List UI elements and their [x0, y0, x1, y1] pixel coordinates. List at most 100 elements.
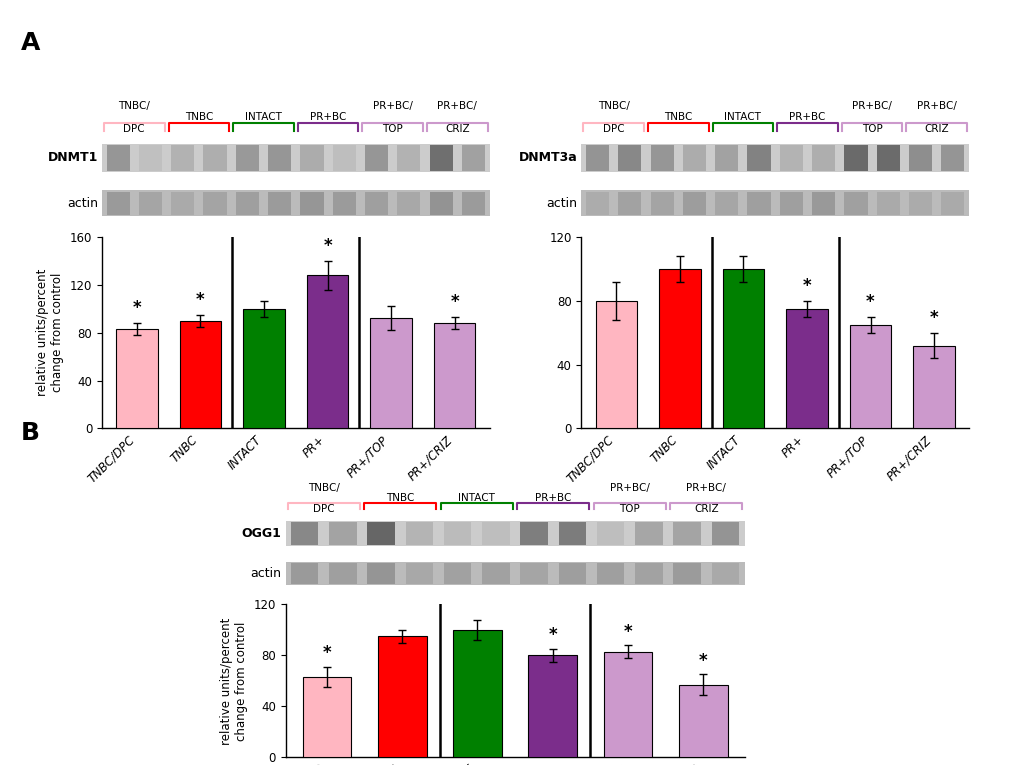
Y-axis label: relative units/percent
change from control: relative units/percent change from contr… [220, 617, 248, 744]
Bar [585, 145, 608, 171]
Bar [786, 309, 826, 428]
Bar [673, 522, 700, 545]
Bar [452, 630, 501, 757]
Bar [365, 145, 388, 171]
Text: TNBC/: TNBC/ [118, 101, 150, 111]
Text: *: * [865, 293, 874, 311]
Bar [370, 318, 412, 428]
Text: OGG1: OGG1 [240, 527, 281, 540]
Text: TNBC/: TNBC/ [597, 101, 629, 111]
Bar [482, 563, 510, 584]
Bar [171, 145, 195, 171]
Bar [811, 145, 835, 171]
Bar [235, 192, 259, 215]
Bar [673, 563, 700, 584]
Bar [106, 192, 129, 215]
Bar [711, 522, 739, 545]
Bar [139, 145, 162, 171]
Bar [203, 145, 226, 171]
Bar [581, 144, 968, 172]
Bar [722, 269, 763, 428]
Bar [462, 192, 485, 215]
Text: *: * [322, 644, 331, 662]
Text: DPC: DPC [123, 124, 145, 134]
Bar [596, 522, 624, 545]
Bar [106, 145, 129, 171]
Text: PR+BC/: PR+BC/ [437, 101, 477, 111]
Text: CRIZ: CRIZ [923, 124, 948, 134]
Text: DPC: DPC [602, 124, 624, 134]
Bar [268, 145, 291, 171]
Text: PR+BC/: PR+BC/ [851, 101, 892, 111]
Bar [779, 145, 802, 171]
Bar [558, 563, 586, 584]
Text: actin: actin [67, 197, 98, 210]
Bar [844, 192, 867, 215]
Bar [367, 563, 394, 584]
Bar [139, 192, 162, 215]
Text: PR+BC/: PR+BC/ [916, 101, 956, 111]
Bar [171, 192, 195, 215]
Bar [779, 192, 802, 215]
Text: *: * [450, 294, 459, 311]
Bar [244, 309, 284, 428]
Bar [520, 563, 547, 584]
Bar [367, 522, 394, 545]
Text: PR+BC/: PR+BC/ [609, 483, 649, 493]
Bar [581, 190, 968, 216]
Text: INTACT: INTACT [723, 112, 760, 122]
Bar [406, 522, 433, 545]
Text: actin: actin [250, 568, 281, 580]
Bar [714, 192, 738, 215]
Bar [482, 522, 510, 545]
Bar [941, 192, 964, 215]
Bar [429, 145, 452, 171]
Text: *: * [623, 623, 632, 640]
Bar [433, 324, 475, 428]
Bar [941, 145, 964, 171]
Bar [747, 192, 770, 215]
Bar [300, 145, 323, 171]
Bar [528, 656, 577, 757]
Text: B: B [20, 421, 40, 444]
Bar [396, 145, 420, 171]
Bar [235, 145, 259, 171]
Bar [443, 522, 471, 545]
Bar [603, 652, 652, 757]
Text: INTACT: INTACT [245, 112, 281, 122]
Bar [268, 192, 291, 215]
Bar [618, 192, 641, 215]
Bar [102, 190, 489, 216]
Bar [520, 522, 547, 545]
Text: DNMT3a: DNMT3a [519, 151, 577, 164]
Bar [811, 192, 835, 215]
Text: TNBC: TNBC [386, 493, 414, 503]
Bar [332, 192, 356, 215]
Bar [650, 145, 674, 171]
Bar [285, 562, 744, 585]
Text: TNBC: TNBC [184, 112, 213, 122]
Bar [396, 192, 420, 215]
Text: CRIZ: CRIZ [444, 124, 469, 134]
Text: *: * [929, 309, 937, 327]
Bar [849, 325, 891, 428]
Bar [303, 677, 352, 757]
Text: PR+BC: PR+BC [535, 493, 571, 503]
Bar [596, 563, 624, 584]
Text: TOP: TOP [861, 124, 881, 134]
Bar [462, 145, 485, 171]
Text: PR+BC/: PR+BC/ [686, 483, 726, 493]
Bar [595, 301, 637, 428]
Text: CRIZ: CRIZ [693, 504, 718, 514]
Bar [285, 521, 744, 546]
Text: *: * [132, 299, 141, 317]
Text: *: * [698, 652, 707, 670]
Bar [678, 685, 727, 757]
Text: *: * [548, 627, 556, 644]
Text: *: * [196, 291, 205, 309]
Text: PR+BC/: PR+BC/ [372, 101, 413, 111]
Text: DPC: DPC [313, 504, 334, 514]
Bar [618, 145, 641, 171]
Bar [682, 192, 705, 215]
Bar [844, 145, 867, 171]
